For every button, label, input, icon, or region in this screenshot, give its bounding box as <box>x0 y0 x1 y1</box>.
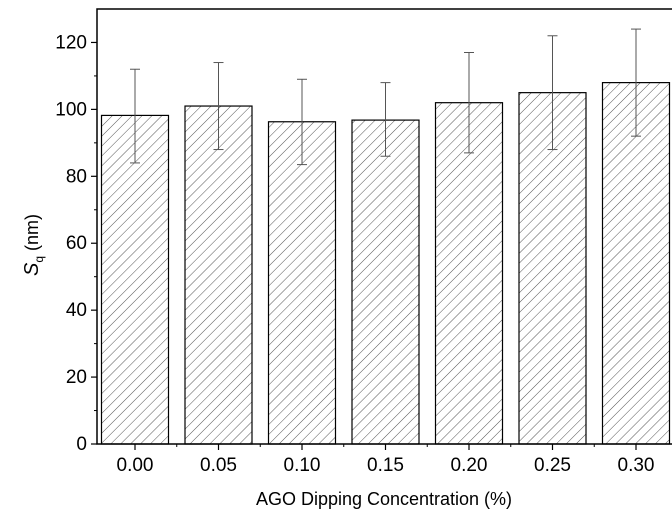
y-axis-title-unit: (nm) <box>22 214 42 256</box>
svg-text:Sq (nm): Sq (nm) <box>21 214 46 276</box>
y-tick-label: 40 <box>66 300 87 321</box>
y-tick-label: 120 <box>55 32 87 53</box>
y-tick-label: 100 <box>55 99 87 120</box>
x-tick-label: 0.10 <box>284 455 321 476</box>
x-tick-label: 0.20 <box>451 455 488 476</box>
y-axis-title-subscript: q <box>32 256 46 263</box>
y-tick-label: 80 <box>66 166 87 187</box>
y-tick-label: 60 <box>66 233 87 254</box>
error-bars-layer <box>130 28 641 166</box>
y-axis-title-symbol: S <box>21 262 43 276</box>
plot-frame <box>96 8 672 445</box>
y-tick-label: 20 <box>66 367 87 388</box>
error-bar-0.25 <box>547 35 558 151</box>
bar-0.20 <box>434 102 504 445</box>
x-tick-label: 0.15 <box>367 455 404 476</box>
error-bar-0.00 <box>130 68 140 164</box>
bar-0.30 <box>601 82 671 445</box>
x-tick-label: 0.30 <box>618 455 655 476</box>
y-axis: 0 20 40 60 80 100 120 <box>55 32 97 455</box>
error-bar-0.20 <box>464 52 474 154</box>
error-bar-0.05 <box>213 62 224 151</box>
error-bar-0.15 <box>380 82 391 157</box>
error-bar-0.10 <box>297 78 307 166</box>
x-axis: 0.00 0.05 0.10 0.15 0.20 0.25 0.30 <box>117 444 655 476</box>
x-tick-label: 0.00 <box>117 455 154 476</box>
x-axis-title: AGO Dipping Concentration (%) <box>256 489 512 509</box>
error-bar-0.30 <box>631 28 641 137</box>
bars-layer <box>100 82 671 445</box>
y-tick-label: 0 <box>76 434 87 455</box>
x-tick-label: 0.05 <box>200 455 237 476</box>
bar-0.00 <box>100 114 170 445</box>
bar-0.15 <box>351 119 420 445</box>
bar-0.10 <box>267 121 337 445</box>
x-tick-label: 0.25 <box>534 455 571 476</box>
bar-0.25 <box>518 92 587 445</box>
bar-0.05 <box>184 105 253 445</box>
y-axis-title: Sq (nm) <box>21 214 46 276</box>
